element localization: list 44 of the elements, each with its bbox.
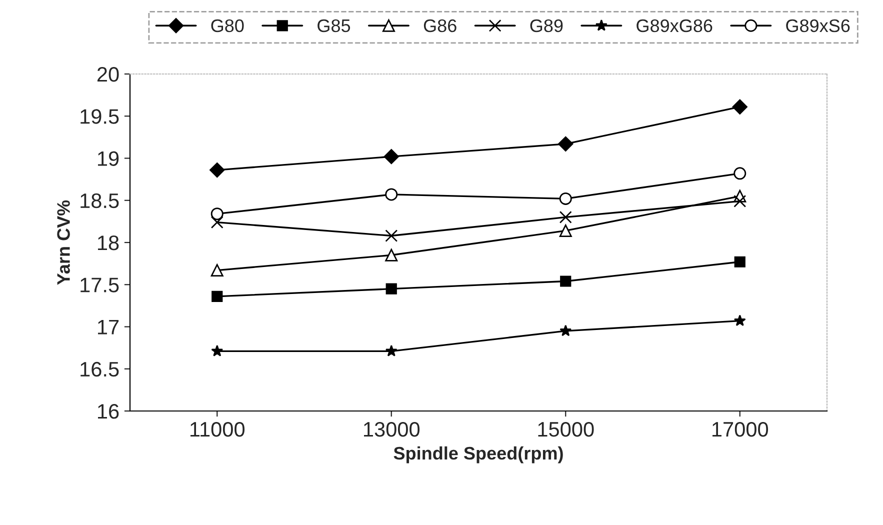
point — [211, 344, 224, 356]
point — [385, 344, 398, 356]
legend-label: G86 — [424, 19, 456, 32]
y-axis-title: Yarn CV% — [57, 200, 70, 285]
legend-label: G80 — [211, 19, 244, 32]
point — [560, 276, 572, 287]
point — [384, 148, 399, 164]
point — [734, 256, 746, 268]
x-tick-label: 11000 — [190, 422, 245, 437]
point — [559, 210, 572, 224]
point — [559, 224, 572, 237]
point — [385, 230, 398, 242]
legend-label: G89xG86 — [636, 19, 712, 32]
x-axis-title: Spindle Speed(rpm) — [394, 446, 563, 464]
legend-label: G85 — [318, 19, 350, 32]
y-tick-label: 17.5 — [80, 278, 119, 292]
x-tick-label: 15000 — [538, 422, 594, 437]
point — [210, 162, 225, 178]
y-tick-label: 19 — [98, 151, 119, 166]
x-tick-label: 17000 — [712, 422, 768, 437]
point — [210, 264, 224, 277]
point — [558, 136, 574, 152]
point — [734, 314, 746, 326]
y-tick-label: 16 — [98, 404, 119, 419]
point — [210, 216, 224, 229]
point — [385, 188, 398, 201]
point — [212, 290, 223, 302]
point — [386, 283, 397, 294]
point — [734, 194, 746, 208]
point — [734, 167, 746, 180]
y-tick-label: 17 — [98, 320, 119, 334]
point — [560, 324, 572, 336]
y-tick-label: 19.5 — [80, 109, 119, 124]
y-tick-label: 16.5 — [80, 362, 119, 377]
point — [385, 248, 398, 262]
legend-label: G89xS6 — [786, 19, 850, 32]
x-tick-label: 13000 — [364, 422, 420, 437]
point — [732, 99, 748, 114]
legend-label: G89 — [530, 19, 563, 32]
y-tick-label: 20 — [97, 67, 119, 82]
point — [210, 208, 224, 220]
point — [559, 192, 572, 205]
y-tick-label: 18 — [98, 236, 119, 250]
y-tick-label: 18.5 — [80, 193, 119, 208]
